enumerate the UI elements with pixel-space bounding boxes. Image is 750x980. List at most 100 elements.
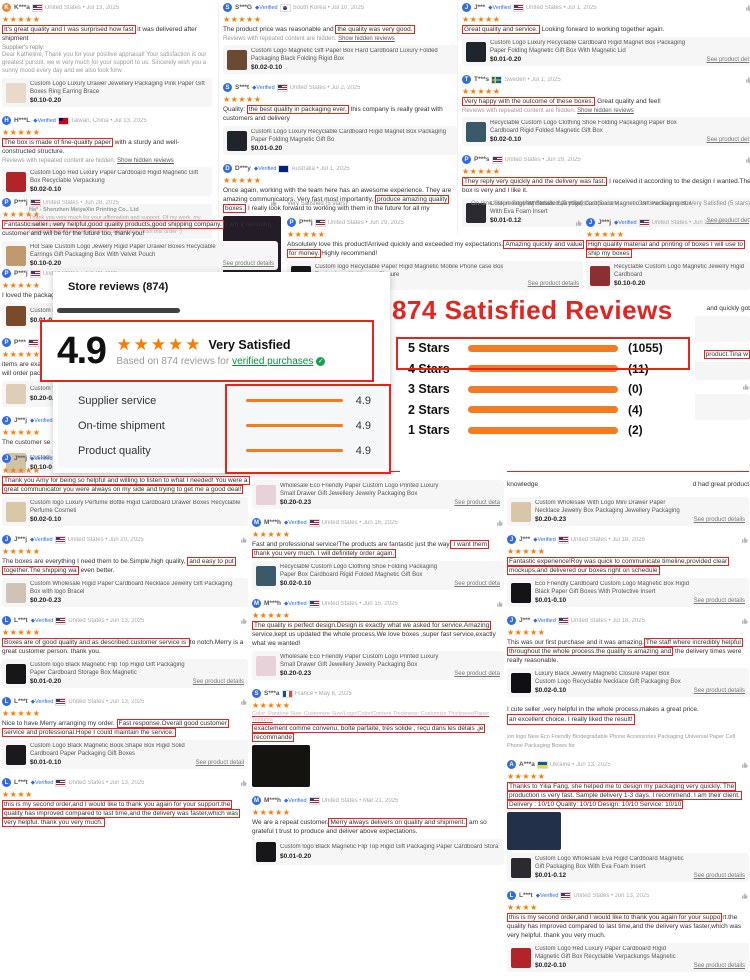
product-row[interactable]: Hot Sale Custom Logo Jewelry Rigid Paper… <box>2 241 278 270</box>
review-text-segment: On-time Shipment: Very Satisfied (5 star… <box>470 201 583 207</box>
product-row[interactable]: Custom Logo Red Luxury Paper Cardboard R… <box>2 167 212 196</box>
username: M***h <box>264 600 281 607</box>
product-row[interactable]: Recyclable Custom Logo Magnetic Jewelry … <box>586 261 750 290</box>
helpful-button[interactable] <box>745 76 750 84</box>
product-row[interactable]: Custom Wholesale With Logo Mini Drawer P… <box>507 497 749 526</box>
metric-row: Supplier service 4.9 <box>58 388 385 413</box>
product-thumb <box>590 265 610 286</box>
helpful-button[interactable] <box>240 779 248 787</box>
avatar: J <box>586 218 595 227</box>
helpful-button[interactable] <box>741 536 749 544</box>
show-hidden-reviews-link[interactable]: Show hidden reviews <box>338 36 395 42</box>
star-rating: ★★★★★ <box>462 167 501 176</box>
review-text: this is my second order,and I would like… <box>2 800 248 827</box>
helpful-button[interactable] <box>496 600 504 608</box>
review-text-segment: Highly recommend! <box>321 250 378 257</box>
see-product-link[interactable]: See product details <box>222 261 274 267</box>
review-text-segment: It's great quality and I was surprised h… <box>2 25 136 34</box>
avatar: L <box>2 697 11 706</box>
verified-badge: ◆Verified <box>533 617 556 624</box>
tab-scrollbar[interactable] <box>57 308 180 313</box>
helpful-button[interactable] <box>575 219 583 227</box>
review-card: knowledge d had great product <box>507 480 749 489</box>
product-row[interactable]: Custom Logo Luxury Drawer Jewellery Pack… <box>2 78 212 107</box>
product-row[interactable]: Custom Logo Magnetic Gift Paper Box Hard… <box>223 45 457 74</box>
see-product-link[interactable]: See product details <box>693 598 745 604</box>
country-flag-icon <box>57 116 69 125</box>
product-row[interactable]: Custom Logo Luxury Recyclable Cardboard … <box>223 126 457 155</box>
review-meta: United States • Jul 18, 2025 <box>570 536 645 543</box>
show-hidden-reviews-link[interactable]: Show hidden reviews <box>577 108 634 114</box>
username: L***t <box>14 617 28 624</box>
see-product-link[interactable]: See product details <box>527 281 579 287</box>
product-thumb <box>466 41 486 62</box>
helpful-button[interactable] <box>741 892 749 900</box>
product-info: Luxury Black Jewelry Magnetic Closure Pa… <box>535 671 690 694</box>
see-product-link[interactable]: See product det <box>706 218 749 224</box>
country-flag-icon <box>27 338 39 347</box>
helpful-button[interactable] <box>741 761 749 769</box>
see-product-link[interactable]: See product deta <box>454 671 500 677</box>
product-info: Custom Wholesale With Logo Mini Drawer P… <box>535 500 690 523</box>
see-product-link[interactable]: See product details <box>693 873 745 879</box>
product-row[interactable]: Custom Logo Wholesale Eva Rigid Cardboar… <box>462 198 750 227</box>
review-text: The box is made of fine-quality paper wi… <box>2 138 212 156</box>
product-row[interactable]: Wholesale Eco Friendly Paper Custom Logo… <box>252 651 504 680</box>
product-row[interactable]: Custom Logo Wholesale Eva Rigid Cardboar… <box>507 853 749 882</box>
product-row[interactable]: Custom Logo Black Magnetic Book Shape Bo… <box>2 740 248 769</box>
see-product-link[interactable]: See product deta <box>454 581 500 587</box>
product-price: $0.01-0.12 <box>535 872 567 879</box>
username: L***t <box>519 892 533 899</box>
product-row[interactable]: Wholesale Eco Friendly Paper Custom Logo… <box>252 480 504 509</box>
helpful-button[interactable] <box>270 199 278 207</box>
product-row[interactable]: Custom logo Black Magnetic Flip Top Rigi… <box>2 659 248 688</box>
see-product-link[interactable]: See product details <box>693 688 745 694</box>
thumbs-up-icon <box>742 536 748 543</box>
helpful-button[interactable] <box>745 4 750 12</box>
helpful-button[interactable] <box>741 617 749 625</box>
username: J*** <box>474 4 486 11</box>
product-row[interactable]: Luxury Black Jewelry Magnetic Closure Pa… <box>507 668 749 697</box>
product-row[interactable]: Recyclable Custom Logo Clothing Shoe Fol… <box>252 561 504 590</box>
product-row[interactable]: Custom Wholesale Rigid Paper Cardboard N… <box>2 578 248 607</box>
helpful-button[interactable] <box>240 536 248 544</box>
see-product-link[interactable]: See product detail <box>195 760 244 766</box>
see-product-link[interactable]: See product det <box>706 57 749 63</box>
see-product-link[interactable]: See product details <box>693 963 745 969</box>
text-line: Very Satisfied (5 stars) On-time Shipment… <box>287 200 583 209</box>
product-title: Custom Logo Luxury Recyclable Cardboard … <box>251 129 447 143</box>
avatar: J <box>2 454 11 463</box>
product-row[interactable]: Custom Logo Red Luxury Paper Cardboard R… <box>507 943 749 972</box>
helpful-button[interactable] <box>240 698 248 706</box>
product-row[interactable]: Custom logo Black Magnetic Flip Top Rigi… <box>252 839 504 865</box>
see-product-link[interactable]: See product details <box>693 517 745 523</box>
text-line: knowledge d had great product <box>507 480 749 489</box>
review-meta: United States • Jun 16, 2025 <box>321 519 398 526</box>
show-hidden-reviews-link[interactable]: Show hidden reviews <box>117 158 174 164</box>
review-text-segment: The staff where incredibly helpful throu… <box>507 638 743 656</box>
username: L***t <box>14 779 28 786</box>
thumbs-up-icon <box>497 519 503 526</box>
overall-star-rating: ★★★★★ <box>116 334 203 354</box>
store-reviews-tab[interactable]: Store reviews (874) <box>68 281 169 293</box>
helpful-button[interactable] <box>496 519 504 527</box>
verified-purchases-link[interactable]: verified purchases <box>232 355 314 367</box>
see-product-link[interactable]: See product details <box>192 679 244 685</box>
star-rating: ★★★★★ <box>507 628 546 637</box>
helpful-button[interactable] <box>745 156 750 164</box>
see-product-link[interactable]: See product deta <box>454 500 500 506</box>
review-text: Very happy with the outcome of these box… <box>462 97 750 106</box>
star-rating: ★★★★★ <box>2 709 41 718</box>
review-card <box>507 471 749 472</box>
metric-bar <box>246 448 343 453</box>
product-row[interactable]: Eco Friendly Cardboard Custom Logo Magne… <box>507 578 749 607</box>
see-product-link[interactable]: See product det <box>706 137 749 143</box>
product-row[interactable]: Custom logo Luxury Perfume Bottle Rigid … <box>2 497 248 526</box>
helpful-button[interactable] <box>742 383 750 391</box>
helpful-button[interactable] <box>240 617 248 625</box>
product-row[interactable]: Recyclable Custom Logo Clothing Shoe Fol… <box>462 117 750 146</box>
product-title: Custom W <box>30 386 59 393</box>
product-row[interactable]: Custom Logo Luxury Recyclable Cardboard … <box>462 37 750 66</box>
star-rating: ★★★★★ <box>223 95 262 104</box>
